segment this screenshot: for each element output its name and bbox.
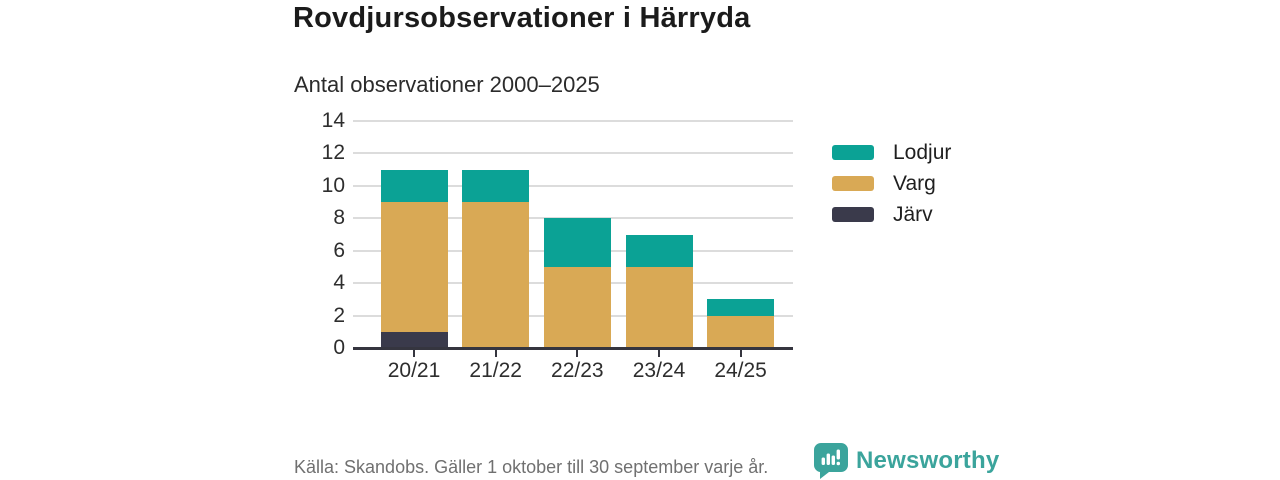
logo-bubble-icon xyxy=(814,443,848,479)
legend-item-järv: Järv xyxy=(832,202,951,226)
bar-segment-varg xyxy=(543,266,611,348)
gridline xyxy=(353,120,793,122)
x-tick xyxy=(494,349,497,357)
bar-segment-järv xyxy=(380,331,448,348)
newsworthy-logo: Newsworthy xyxy=(814,443,999,479)
chart-subtitle: Antal observationer 2000–2025 xyxy=(294,72,600,97)
gridline xyxy=(353,152,793,155)
y-tick-label: 14 xyxy=(321,109,345,132)
bar-segment-lodjur xyxy=(625,234,693,267)
y-tick-label: 6 xyxy=(333,238,345,262)
legend-swatch xyxy=(832,207,874,222)
brand-name: Newsworthy xyxy=(856,447,1000,474)
x-tick xyxy=(576,349,579,357)
legend-swatch xyxy=(832,145,874,160)
bar-segment-varg xyxy=(707,315,775,348)
legend-swatch xyxy=(832,176,874,191)
legend-item-varg: Varg xyxy=(832,171,951,195)
legend-label: Järv xyxy=(893,202,933,226)
y-tick-label: 2 xyxy=(333,303,345,327)
x-tick xyxy=(739,349,742,357)
legend: Lodjur Varg Järv xyxy=(832,140,952,236)
source-note: Källa: Skandobs. Gäller 1 oktober till 3… xyxy=(294,457,769,477)
legend-item-lodjur: Lodjur xyxy=(832,140,952,164)
legend-label: Varg xyxy=(893,171,936,195)
bar-segment-lodjur xyxy=(543,218,611,267)
bar-segment-varg xyxy=(462,202,530,348)
x-axis-label: 23/24 xyxy=(632,359,686,382)
bar-segment-lodjur xyxy=(707,299,775,316)
bar-segment-lodjur xyxy=(380,169,448,203)
x-axis-label: 20/21 xyxy=(387,359,441,382)
y-tick-label: 8 xyxy=(333,206,345,230)
chart-title: Rovdjursobservationer i Härryda xyxy=(293,2,751,34)
y-tick-label: 0 xyxy=(333,336,345,359)
x-tick xyxy=(658,349,660,357)
x-axis-label: 24/25 xyxy=(714,359,767,382)
y-tick-label: 10 xyxy=(321,173,345,197)
legend-label: Lodjur xyxy=(893,140,952,164)
gridline xyxy=(353,184,793,187)
x-axis-label: 21/22 xyxy=(469,359,522,382)
bar-segment-varg xyxy=(625,266,693,348)
x-axis-label: 22/23 xyxy=(551,359,604,382)
x-tick xyxy=(413,349,415,357)
x-axis-line xyxy=(353,346,793,350)
bar-segment-varg xyxy=(380,202,448,332)
bar-segment-lodjur xyxy=(462,169,530,203)
y-tick-label: 12 xyxy=(321,141,345,165)
y-tick-label: 4 xyxy=(333,271,345,295)
